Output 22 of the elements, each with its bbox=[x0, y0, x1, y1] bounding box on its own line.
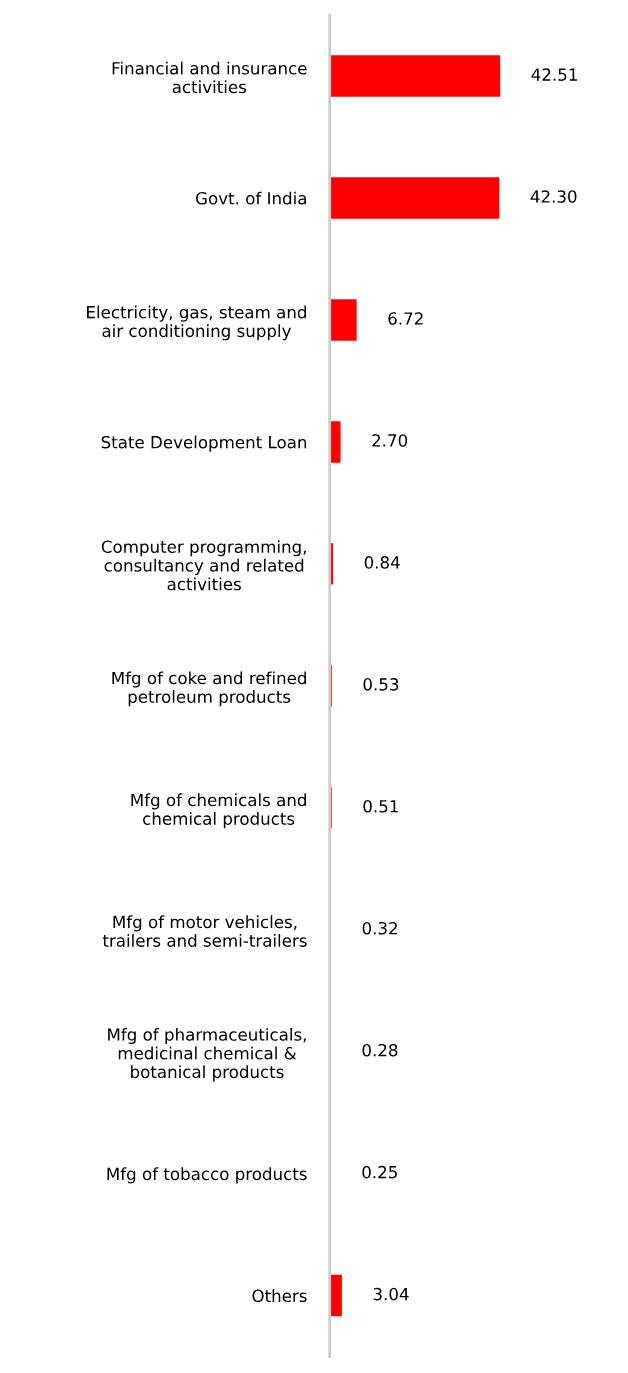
y-tick-label: State Development Loan bbox=[101, 435, 307, 452]
data-label: 3.04 bbox=[373, 1287, 409, 1301]
data-label: 0.53 bbox=[363, 678, 399, 691]
y-tick-label: Mfg of motor vehicles, trailers and semi-trailers bbox=[102, 915, 307, 947]
y-tick-label: Mfg of pharmaceuticals, medicinal chemical & botanical products bbox=[108, 1027, 306, 1082]
data-label: 42.30 bbox=[530, 190, 577, 203]
y-tick-label: Govt. of India bbox=[196, 191, 306, 205]
data-label: 0.84 bbox=[364, 556, 400, 569]
data-label: 0.25 bbox=[362, 1165, 397, 1179]
y-tick-label: Mfg of tobacco products bbox=[107, 1167, 307, 1184]
y-tick-label: Mfg of chemicals and chemical products bbox=[131, 793, 306, 829]
y-tick-label: Mfg of coke and refined petroleum products bbox=[112, 671, 306, 707]
data-label: 42.51 bbox=[531, 68, 577, 81]
y-tick-label: Financial and insurance activities bbox=[112, 61, 307, 94]
data-label: 2.70 bbox=[372, 434, 408, 447]
data-label: 0.28 bbox=[362, 1043, 398, 1057]
data-label: 0.51 bbox=[363, 799, 398, 813]
y-tick-label: Others bbox=[252, 1289, 307, 1303]
y-tick-label: Electricity, gas, steam and air conditioning supply bbox=[87, 305, 306, 341]
data-label: 0.32 bbox=[362, 921, 397, 935]
y-tick-label: Computer programming, consultancy and related activities bbox=[101, 540, 306, 591]
data-label: 6.72 bbox=[388, 312, 423, 325]
